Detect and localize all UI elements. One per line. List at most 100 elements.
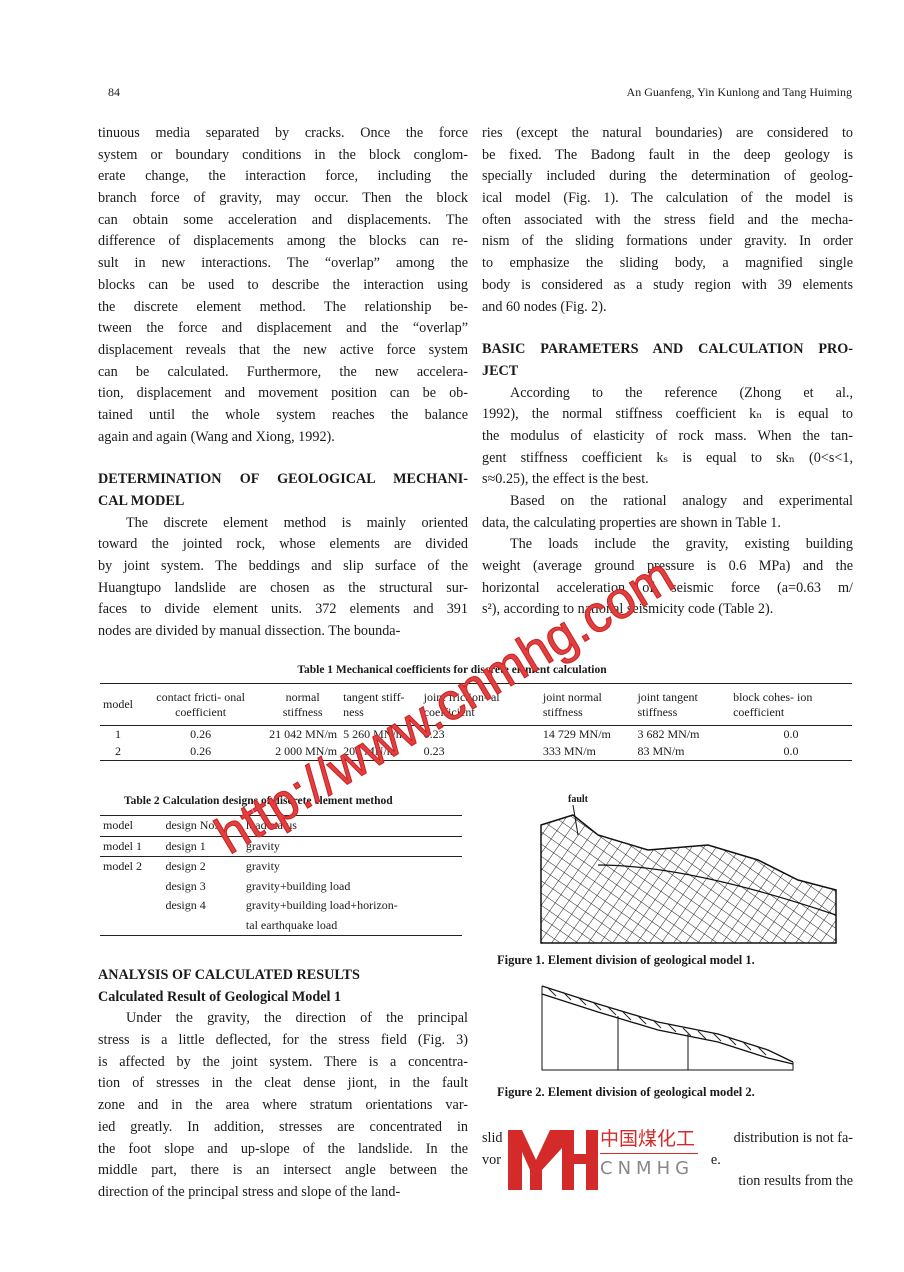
text-line: to emphasize the sliding body, a magnifi… <box>482 255 853 272</box>
table-cell <box>100 896 162 916</box>
table-row: design 3 gravity+building load <box>100 877 462 897</box>
table-header-cell: joint normal stiffness <box>542 689 602 719</box>
table-cell: gravity <box>245 859 280 873</box>
text-line: sult in new interactions. The “overlap” … <box>98 255 468 272</box>
text-line: horizontal acceleration of seismic force… <box>482 579 853 596</box>
table-row: model 2 design 2 gravity <box>100 857 462 877</box>
text-line: often associated with the stress field a… <box>482 211 853 228</box>
table-row: 2 0.26 2 000 MN/m 200 MN/m 0.23 333 MN/m 83 MN… <box>100 743 852 761</box>
text-line: The loads include the gravity, existing … <box>510 536 853 553</box>
table-cell: 333 MN/m <box>542 744 596 758</box>
text-line: toward the jointed rock, whose elements … <box>98 536 468 553</box>
text-line: nism of the sliding formations under gra… <box>482 233 853 250</box>
table-row: model 1 design 1 gravity <box>100 836 462 857</box>
text-line: data, the calculating properties are sho… <box>482 514 781 531</box>
text-line: the foot slope and up-slope of the lands… <box>98 1140 468 1157</box>
text-line: s≈0.25), the effect is the best. <box>482 471 649 488</box>
section-heading: CAL MODEL <box>98 493 185 509</box>
table-cell: 0.26 <box>190 727 212 741</box>
table-cell: 83 MN/m <box>637 744 685 758</box>
table2-title: Table 2 Calculation designs of discrete … <box>124 795 393 807</box>
text-line: erate change, the interaction force, inc… <box>98 168 468 185</box>
text-line: body is considered as a study region wit… <box>482 276 853 293</box>
table-cell: model 2 <box>103 859 142 873</box>
table-cell: 3 682 MN/m <box>637 727 700 741</box>
table-cell <box>162 916 242 936</box>
page-number: 84 <box>108 85 120 99</box>
text-line: and 60 nodes (Fig. 2). <box>482 298 607 315</box>
text-line: tion of stresses in the cleat dense jion… <box>98 1075 468 1092</box>
running-head: An Guanfeng, Yin Kunlong and Tang Huimin… <box>626 85 852 99</box>
table-cell: design 4 <box>165 898 206 912</box>
text-line: specially included during the determinat… <box>482 168 853 185</box>
text-line: difference of displacements among the bl… <box>98 233 468 250</box>
text-line: zone and in the area where stratum orien… <box>98 1097 468 1114</box>
figure1-element-mesh <box>540 805 837 944</box>
table-cell: 5 260 MN/m <box>343 727 406 741</box>
table-header-cell: joint tangent stiffness <box>637 689 698 719</box>
section-heading: JECT <box>482 362 519 379</box>
table-header-cell: model <box>103 697 133 711</box>
text-line: tained until the whole system reaches th… <box>98 406 468 423</box>
text-line: Based on the rational analogy and experi… <box>510 493 853 509</box>
section-heading: DETERMINATION OF GEOLOGICAL MECHANI- <box>98 471 468 488</box>
text-line: s²), according to national seismicity co… <box>482 601 774 618</box>
text-line: branch force of gravity, may occur. Then… <box>98 190 468 207</box>
text-line: 1992), the normal stiffness coefficient … <box>482 406 853 423</box>
text-line: displacement reveals that the new active… <box>98 341 468 358</box>
text-line: Huangtupo landslide are chosen as the st… <box>98 579 468 596</box>
table-cell: design 1 <box>165 838 206 853</box>
text-line: ied greatly. In addition, stresses are c… <box>98 1118 468 1135</box>
logo-chinese-text: 中国煤化工 <box>600 1128 696 1150</box>
text-line: the discrete element method. The relatio… <box>98 298 468 315</box>
table-cell: 2 <box>115 744 121 758</box>
table-cell: 1 <box>115 727 121 741</box>
text-line: be fixed. The Badong fault in the deep g… <box>482 146 853 163</box>
text-line: ries (except the natural boundaries) are… <box>482 125 853 141</box>
figure1-caption: Figure 1. Element division of geological… <box>497 953 755 967</box>
subsection-heading: Calculated Result of Geological Model 1 <box>98 988 342 1005</box>
text-fragment: tion results from the <box>738 1173 853 1190</box>
table-cell: 200 MN/m <box>343 744 397 758</box>
table-cell: 21 042 MN/m <box>269 727 338 741</box>
table-cell: 2 000 MN/m <box>275 744 338 758</box>
table-header-cell: design No. <box>165 818 218 832</box>
table-cell: 0.23 <box>423 744 445 758</box>
text-line: the modulus of elasticity of rock mass. … <box>482 427 853 444</box>
figure2-caption: Figure 2. Element division of geological… <box>497 1085 755 1099</box>
text-line: again and again (Wang and Xiong, 1992). <box>98 428 335 445</box>
table-cell: 0.26 <box>190 744 212 758</box>
table-row: 1 0.26 21 042 MN/m 5 260 MN/m 0.23 14 729 MN/… <box>100 726 852 744</box>
table-cell: gravity <box>245 838 280 853</box>
logo-mark <box>506 1130 598 1190</box>
right-column: ries (except the natural boundaries) are… <box>482 123 853 621</box>
table-cell: gravity+building load+horizon- <box>245 898 398 912</box>
table-header-cell: block cohes- ion coefficient <box>733 689 813 719</box>
table1: model contact fricti- onal coefficient nor… <box>100 683 852 761</box>
text-line: tinuous media separated by cracks. Once … <box>98 125 468 141</box>
text-fragment: vor <box>482 1151 501 1168</box>
paragraph: Under the gravity, the direction of the … <box>98 1008 468 1203</box>
table-row: design 4 gravity+building load+horizon- <box>100 896 462 916</box>
left-column: tinuous media separated by cracks. Once … <box>98 123 468 643</box>
text-line: is affected by the joint system. There i… <box>98 1053 468 1070</box>
paragraph: Based on the rational analogy and experi… <box>482 491 853 534</box>
paragraph: The loads include the gravity, existing … <box>482 534 853 621</box>
text-line: middle part, there is an intersect angle… <box>98 1162 468 1179</box>
text-line: can obtain some acceleration and displac… <box>98 211 468 228</box>
table-cell: design 2 <box>165 859 206 873</box>
table-cell: model 1 <box>103 838 142 853</box>
text-line: Under the gravity, the direction of the … <box>126 1010 468 1027</box>
left-column-bottom: ANALYSIS OF CALCULATED RESULTS Calculate… <box>98 965 468 1204</box>
table-cell: design 3 <box>165 878 206 893</box>
logo-english-text: CNMHG <box>600 1158 695 1179</box>
table-cell: gravity+building load <box>245 878 351 893</box>
text-line: can be calculated. Furthermore, the new … <box>98 363 468 380</box>
text-line: The discrete element method is mainly or… <box>126 514 468 531</box>
table-cell <box>100 916 162 936</box>
table-header-cell: joint friction- al coefficient <box>423 689 500 719</box>
text-line: by joint system. The beddings and slip s… <box>98 558 468 575</box>
table-header-cell: tangent stiff- ness <box>343 689 405 719</box>
table-header-cell: load status <box>245 818 297 832</box>
